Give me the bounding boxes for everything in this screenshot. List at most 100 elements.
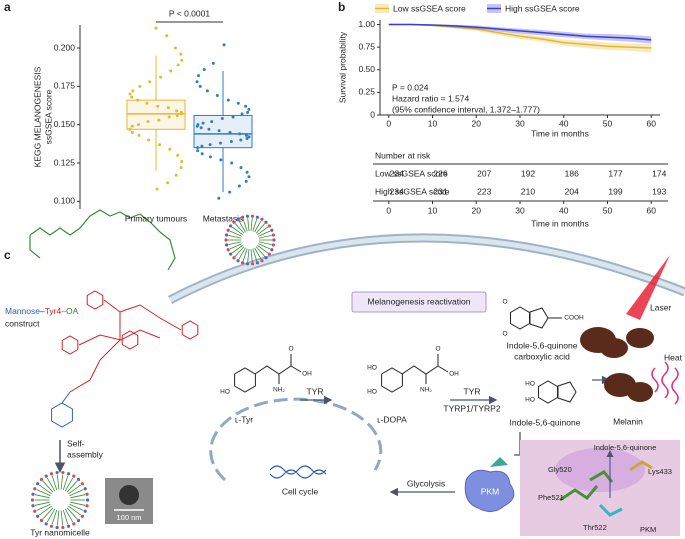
micelle-tail [242, 218, 248, 232]
point [176, 63, 180, 67]
micelle-tail [258, 235, 272, 239]
micelle-tail [242, 248, 248, 262]
point [208, 155, 212, 159]
x-tick-label: 10 [428, 205, 438, 215]
table-value: 223 [477, 186, 491, 196]
point [146, 120, 150, 124]
micelle-tail [70, 501, 86, 506]
survival-line [388, 23, 652, 41]
point [180, 58, 184, 62]
table-value: 234 [390, 168, 404, 178]
molecule-label: Indole-5,6-quinone [507, 340, 578, 350]
micelle-head [31, 504, 35, 508]
atom-label: NH₂ [273, 387, 285, 394]
micelle-tail [66, 480, 78, 493]
point [220, 117, 224, 121]
micelle-head [85, 492, 89, 496]
x-tick-label: 40 [559, 205, 569, 215]
x-tick-label: 20 [472, 205, 482, 215]
bond [254, 365, 292, 375]
micelle-head [36, 514, 40, 518]
point [200, 152, 204, 156]
micelle-tail [234, 223, 245, 234]
bond [103, 299, 182, 331]
micelle-head [264, 256, 268, 260]
micelle-tail [247, 249, 250, 263]
atom-label: O [502, 299, 507, 306]
ring [509, 306, 531, 330]
pkm-label: PKM [481, 486, 499, 496]
construct-name: Mannose–Tyr4–OA [5, 306, 79, 316]
micelle-tail [46, 508, 56, 523]
micelle-tail [46, 477, 56, 492]
ring [86, 290, 104, 310]
point [167, 115, 171, 119]
micelle-head [245, 214, 250, 218]
micelle-head [76, 477, 81, 482]
micelle-head [83, 487, 87, 491]
point [165, 34, 169, 38]
heat-label: Heat [664, 352, 683, 362]
ring [121, 330, 139, 350]
micelle-tail [56, 474, 60, 490]
point [222, 43, 226, 47]
micelle-head [49, 524, 54, 528]
point [158, 143, 162, 147]
y-axis-label: ssGSEA score [43, 89, 53, 144]
inset-label: Indole-5,6-quinone [594, 443, 657, 452]
membrane-inner [168, 235, 685, 303]
point [179, 52, 183, 56]
heat-waves [651, 361, 679, 405]
micelle-tail [254, 247, 262, 260]
micelle-head [255, 215, 259, 219]
point [244, 133, 248, 137]
micelle-tail [39, 505, 52, 516]
y-tick-label: 0.75 [358, 41, 375, 51]
y-tick-label: 0.25 [358, 87, 375, 97]
cell-label: Cell cycle [282, 486, 319, 496]
point [226, 98, 230, 102]
table-value: 207 [477, 168, 491, 178]
x-tick-label: 0 [386, 118, 391, 128]
micelle-tail [51, 475, 58, 491]
bond [78, 329, 161, 346]
atom-label: HO [367, 389, 377, 396]
y-tick-label: 0.175 [54, 81, 76, 91]
table-value: 174 [652, 168, 666, 178]
micelle-tail [36, 489, 51, 497]
point [131, 89, 135, 93]
molecule-label: carboxylic acid [514, 351, 570, 361]
micelle-tail [62, 475, 69, 491]
point [128, 92, 132, 96]
point [228, 130, 232, 134]
point [137, 123, 141, 127]
atom-label: O [502, 331, 507, 338]
micelle-head [61, 470, 65, 475]
atom-label: HO [367, 365, 377, 372]
micelle-head [224, 238, 228, 242]
ring [557, 381, 577, 403]
micelle-head [80, 514, 84, 518]
x-tick-label: 40 [559, 118, 569, 128]
point [229, 140, 233, 144]
point [136, 98, 140, 102]
micelle-head [229, 252, 233, 256]
micelle-head [226, 228, 230, 232]
micelle-tail [228, 235, 242, 239]
point [244, 179, 248, 183]
micelle-tail [257, 226, 269, 235]
ring [234, 367, 256, 393]
legend-label: High ssGSEA score [505, 3, 580, 13]
point [238, 132, 242, 136]
micelle-head [39, 477, 44, 482]
point [217, 196, 221, 200]
ring [61, 335, 79, 355]
atom-label: OH [449, 371, 459, 378]
point [211, 61, 215, 65]
pkm-site [490, 457, 508, 467]
enzyme-label: TYR [307, 386, 324, 396]
inset-label: Thr522 [583, 523, 607, 532]
point [240, 112, 244, 116]
y-tick-label: 0.125 [54, 157, 76, 167]
point [196, 146, 200, 150]
